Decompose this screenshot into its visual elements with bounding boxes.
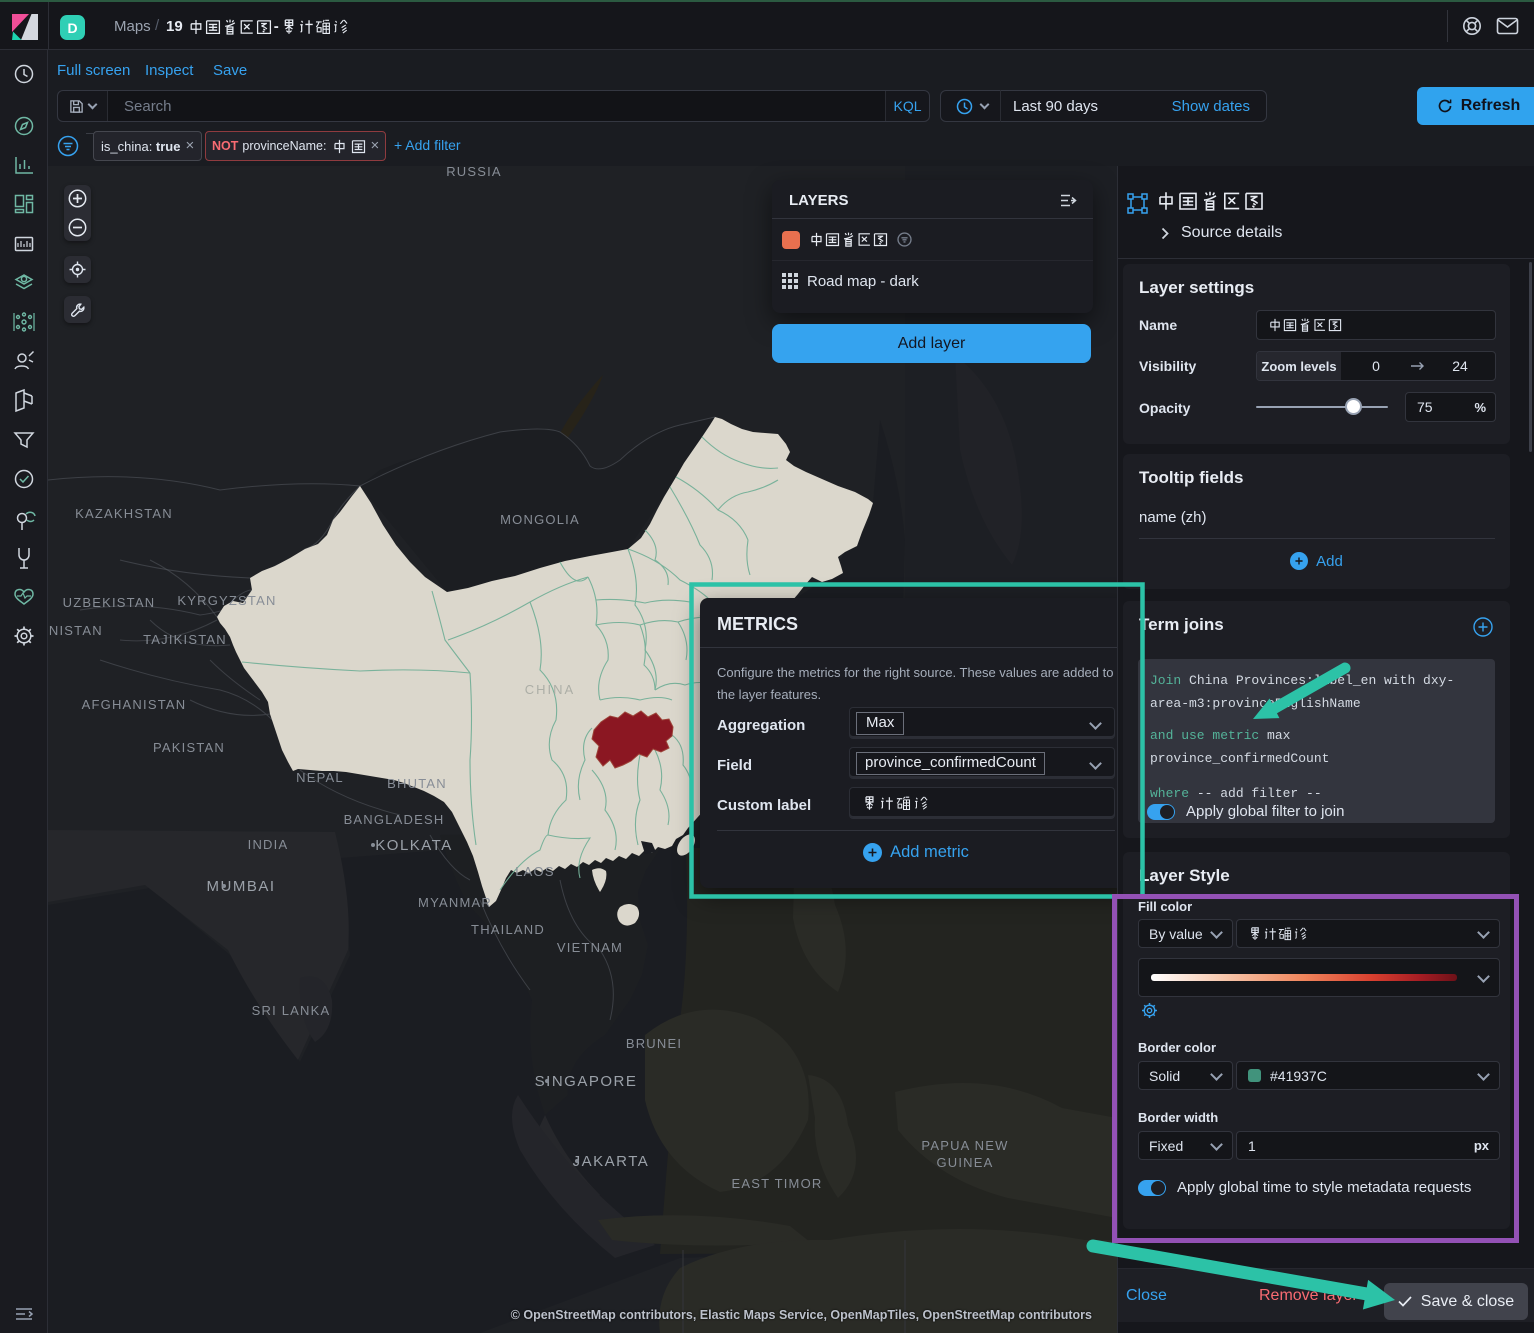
svg-text:PAPUA NEW: PAPUA NEW bbox=[921, 1138, 1008, 1153]
svg-text:AFGHANISTAN: AFGHANISTAN bbox=[82, 697, 187, 712]
svg-text:RUSSIA: RUSSIA bbox=[446, 166, 502, 179]
svg-text:UZBEKISTAN: UZBEKISTAN bbox=[63, 595, 156, 610]
svg-text:PAKISTAN: PAKISTAN bbox=[153, 740, 225, 755]
svg-text:BHUTAN: BHUTAN bbox=[387, 776, 447, 791]
svg-text:BANGLADESH: BANGLADESH bbox=[344, 812, 445, 827]
svg-text:MYANMAR: MYANMAR bbox=[418, 895, 492, 910]
svg-text:NEPAL: NEPAL bbox=[296, 770, 344, 785]
svg-text:INDIA: INDIA bbox=[248, 837, 289, 852]
svg-text:KAZAKHSTAN: KAZAKHSTAN bbox=[75, 506, 173, 521]
svg-text:LAOS: LAOS bbox=[515, 864, 554, 879]
svg-text:KOLKATA: KOLKATA bbox=[375, 837, 452, 854]
svg-text:MONGOLIA: MONGOLIA bbox=[500, 512, 580, 527]
svg-text:MUMBAI: MUMBAI bbox=[207, 878, 276, 895]
svg-text:MENISTAN: MENISTAN bbox=[48, 623, 103, 638]
svg-text:CHINA: CHINA bbox=[525, 682, 575, 697]
svg-text:GUINEA: GUINEA bbox=[936, 1155, 993, 1170]
svg-text:SINGAPORE: SINGAPORE bbox=[535, 1073, 638, 1090]
svg-text:EAST TIMOR: EAST TIMOR bbox=[732, 1176, 823, 1191]
svg-text:SRI LANKA: SRI LANKA bbox=[252, 1003, 331, 1018]
svg-text:JAKARTA: JAKARTA bbox=[573, 1153, 650, 1170]
svg-text:VIETNAM: VIETNAM bbox=[557, 940, 623, 955]
svg-text:BRUNEI: BRUNEI bbox=[626, 1036, 682, 1051]
svg-text:THAILAND: THAILAND bbox=[471, 922, 545, 937]
svg-text:TAJIKISTAN: TAJIKISTAN bbox=[143, 632, 227, 647]
svg-text:KYRGYZSTAN: KYRGYZSTAN bbox=[177, 593, 276, 608]
